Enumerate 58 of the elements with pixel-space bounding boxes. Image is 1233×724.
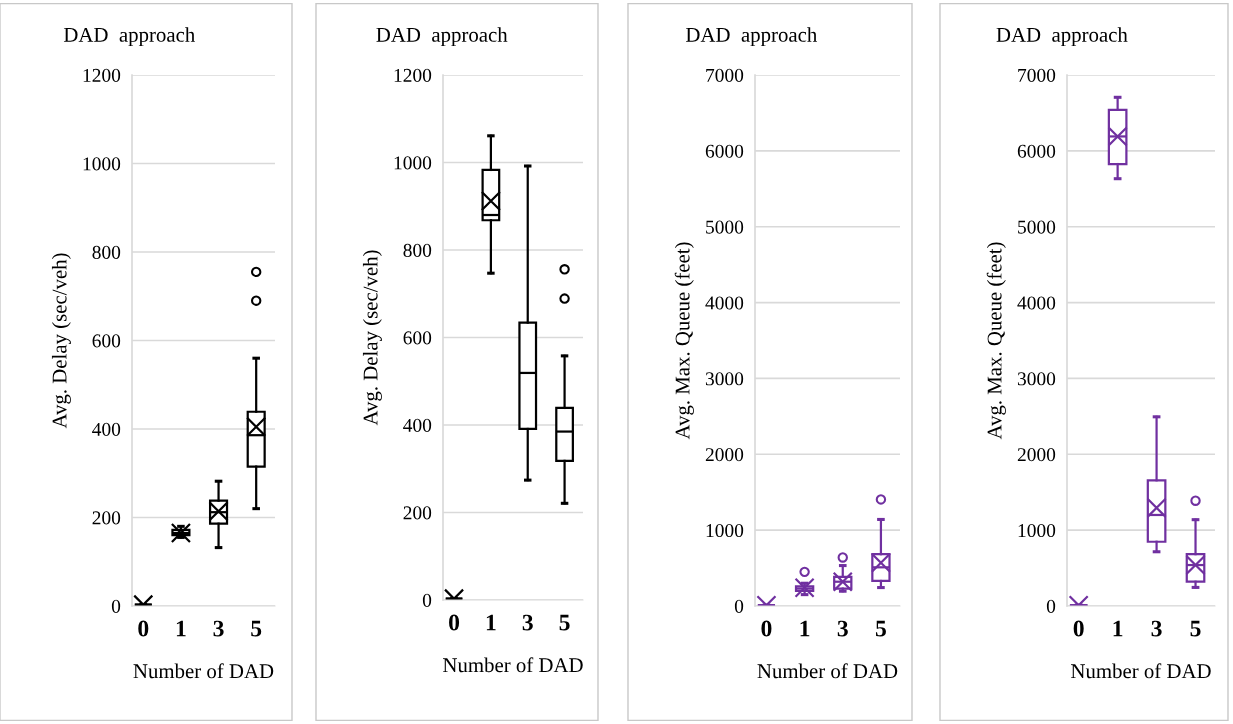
- x-tick-label: 3: [1151, 620, 1162, 637]
- chart-title: DAD approach: [63, 27, 195, 47]
- chart-title: DAD approach: [686, 27, 818, 47]
- y-tick-label: 2000: [1017, 448, 1056, 462]
- y-tick-label: 5000: [706, 220, 744, 234]
- x-tick-label: 5: [559, 614, 570, 631]
- y-tick-label: 1000: [1018, 523, 1056, 538]
- y-tick-label: 2000: [705, 448, 744, 462]
- y-tick-label: 6000: [705, 144, 744, 158]
- y-axis-title: Avg. Delay (sec/veh): [51, 253, 71, 429]
- y-tick-label: 1000: [394, 156, 432, 170]
- chart-title: DAD approach: [996, 27, 1128, 47]
- y-tick-label: 1200: [394, 68, 432, 82]
- y-tick-label: 400: [92, 422, 121, 436]
- y-tick-label: 600: [403, 331, 432, 345]
- y-tick-label: 1200: [83, 68, 121, 82]
- y-tick-label: 4000: [1017, 296, 1056, 310]
- y-tick-label: 800: [92, 245, 121, 259]
- x-tick-label: 0: [1073, 620, 1084, 637]
- x-tick-label: 3: [522, 614, 533, 631]
- x-tick-label: 3: [837, 620, 848, 637]
- y-tick-label: 0: [111, 599, 121, 613]
- y-tick-label: 7000: [706, 68, 744, 82]
- x-tick-label: 0: [138, 620, 149, 637]
- y-tick-label: 400: [403, 418, 432, 432]
- y-axis-title: Avg. Max. Queue (feet): [986, 242, 1006, 440]
- x-tick-label: 1: [800, 620, 810, 637]
- y-tick-label: 4000: [705, 296, 744, 310]
- x-axis-title: Number of DAD: [1071, 663, 1211, 679]
- y-tick-label: 6000: [1017, 144, 1056, 158]
- y-axis-title: Avg. Delay (sec/veh): [362, 250, 382, 426]
- y-tick-label: 600: [92, 334, 121, 348]
- y-tick-label: 7000: [1018, 68, 1056, 82]
- x-tick-label: 1: [486, 614, 496, 631]
- x-tick-label: 0: [761, 620, 772, 637]
- y-axis-title: Avg. Max. Queue (feet): [674, 242, 694, 440]
- y-tick-label: 200: [92, 511, 121, 525]
- x-tick-label: 1: [1113, 620, 1123, 637]
- x-axis-title: Number of DAD: [757, 663, 898, 679]
- y-tick-label: 3000: [1017, 372, 1056, 386]
- x-tick-label: 1: [176, 620, 186, 637]
- y-tick-label: 1000: [83, 157, 121, 171]
- x-tick-label: 3: [213, 620, 224, 637]
- y-tick-label: 0: [422, 593, 432, 607]
- y-tick-label: 1000: [706, 523, 744, 538]
- y-tick-label: 200: [403, 506, 432, 520]
- x-tick-label: 0: [449, 614, 460, 631]
- y-tick-label: 5000: [1018, 220, 1056, 234]
- y-tick-label: 0: [734, 599, 744, 613]
- x-axis-title: Number of DAD: [443, 657, 583, 673]
- x-axis-title: Number of DAD: [133, 663, 274, 679]
- y-tick-label: 0: [1046, 599, 1056, 613]
- x-tick-label: 5: [875, 620, 886, 637]
- x-tick-label: 5: [1190, 620, 1201, 637]
- y-tick-label: 800: [403, 243, 432, 257]
- chart-title: DAD approach: [376, 27, 508, 47]
- x-tick-label: 5: [251, 620, 262, 637]
- y-tick-label: 3000: [705, 372, 744, 386]
